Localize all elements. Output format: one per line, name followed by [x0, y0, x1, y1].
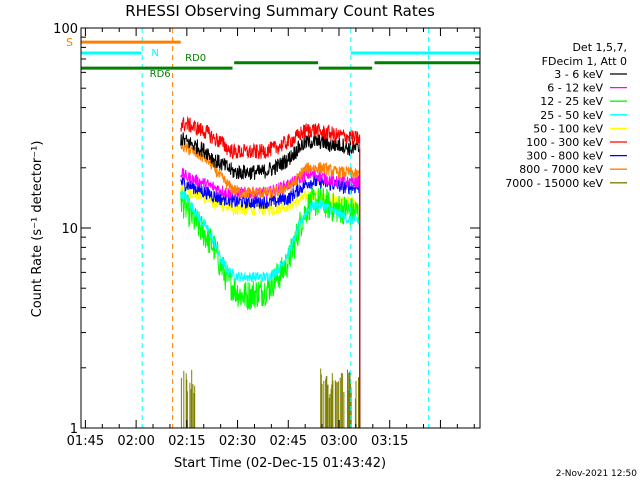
- legend-label: 50 - 100 keV: [533, 122, 603, 135]
- state-label-rd0: RD0: [185, 53, 206, 64]
- series-line-1: [180, 167, 361, 428]
- x-tick-label: 02:30: [219, 434, 256, 449]
- y-tick-label: 100: [53, 22, 78, 37]
- series-line-8: [180, 368, 359, 428]
- series-line-0: [180, 132, 361, 428]
- legend-label: 12 - 25 keV: [540, 95, 603, 108]
- x-tick-label: 02:00: [117, 434, 154, 449]
- state-label-s: S: [66, 36, 73, 49]
- x-tick-label: 03:00: [320, 434, 357, 449]
- state-label-rd6: RD6: [150, 69, 171, 80]
- chart-title: RHESSI Observing Summary Count Rates: [125, 2, 435, 20]
- state-label-n: N: [151, 48, 158, 59]
- x-tick-label: 01:45: [67, 434, 104, 449]
- legend-label: 100 - 300 keV: [526, 136, 603, 149]
- legend-label: 800 - 7000 keV: [519, 163, 603, 176]
- x-tick-label: 02:45: [270, 434, 307, 449]
- x-axis-label: Start Time (02-Dec-15 01:43:42): [174, 456, 386, 471]
- legend-label: 6 - 12 keV: [547, 82, 603, 95]
- series-line-3: [180, 189, 361, 428]
- y-tick-label: 10: [61, 222, 78, 237]
- timestamp: 2-Nov-2021 12:50: [556, 469, 638, 479]
- series-line-5: [180, 115, 361, 428]
- plot-frame: [80, 27, 481, 429]
- legend-label: 3 - 6 keV: [554, 68, 603, 81]
- series-line-6: [180, 174, 361, 428]
- y-axis-label: Count Rate (s⁻¹ detector⁻¹): [30, 141, 45, 318]
- legend-label: 25 - 50 keV: [540, 109, 603, 122]
- legend-header-1: Det 1,5,7,: [572, 41, 627, 54]
- legend-header-2: FDecim 1, Att 0: [542, 55, 627, 68]
- y-tick-label: 1: [70, 422, 78, 437]
- legend-label: 7000 - 15000 keV: [505, 177, 603, 190]
- x-tick-label: 02:15: [168, 434, 205, 449]
- x-tick-label: 03:15: [371, 434, 408, 449]
- series-line-2: [180, 187, 361, 428]
- legend-label: 300 - 800 keV: [526, 150, 603, 163]
